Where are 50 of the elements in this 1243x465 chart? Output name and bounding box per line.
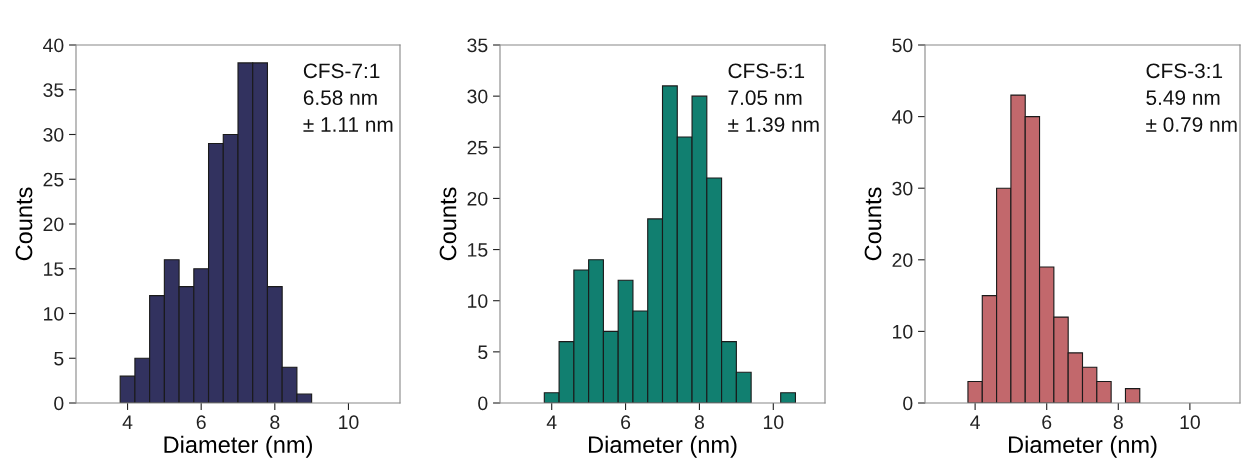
x-tick-label: 8: [270, 415, 280, 430]
x-tick-label: 4: [970, 415, 980, 429]
y-tick-label: 15: [44, 262, 64, 276]
x-axis-title: Diameter (nm): [164, 435, 312, 458]
y-tick-label: 5: [54, 351, 64, 366]
x-tick-label: 4: [122, 415, 133, 429]
x-axis-title: Diameter (nm): [589, 435, 737, 458]
y-axis-title: Counts: [439, 187, 457, 261]
y-tick-label: 15: [468, 243, 488, 257]
x-axis-title: Diameter (nm): [1009, 435, 1157, 458]
x-tick-label: 4: [546, 415, 557, 429]
annotation: CFS-7:1: [303, 63, 380, 79]
annotation: 7.05 nm: [728, 90, 802, 106]
y-tick-label: 30: [467, 89, 488, 104]
y-tick-label: 35: [43, 83, 64, 97]
x-tick-label: 6: [621, 415, 631, 430]
annotation: CFS-5:1: [728, 63, 805, 79]
annotation: CFS-3:1: [1146, 63, 1223, 79]
annotation: 6.58 nm: [303, 90, 377, 106]
y-tick-label: 0: [903, 396, 913, 411]
x-tick-label: 10: [763, 415, 784, 430]
y-tick-label: 5: [478, 345, 488, 360]
x-tick-label: 10: [1180, 415, 1200, 430]
y-axis-title: Counts: [864, 187, 882, 261]
y-tick-label: 25: [467, 140, 488, 155]
y-tick-label: 20: [467, 191, 488, 206]
x-tick-label: 8: [694, 415, 704, 430]
x-tick-label: 10: [339, 415, 359, 430]
annotation: ± 1.39 nm: [728, 117, 819, 132]
y-tick-label: 10: [44, 306, 64, 321]
y-tick-label: 30: [892, 181, 913, 196]
y-axis-title: Counts: [15, 187, 33, 261]
annotation: 5.49 nm: [1146, 90, 1220, 106]
y-tick-label: 10: [893, 324, 913, 339]
annotation: ± 0.79 nm: [1146, 117, 1237, 132]
x-tick-label: 6: [196, 415, 206, 430]
y-tick-label: 40: [43, 38, 64, 53]
y-tick-label: 20: [43, 217, 64, 232]
y-tick-label: 30: [43, 127, 64, 142]
x-tick-label: 8: [1113, 415, 1123, 430]
y-tick-label: 0: [478, 396, 488, 411]
y-tick-label: 0: [54, 396, 64, 411]
y-tick-label: 25: [43, 172, 64, 187]
annotation: ± 1.11 nm: [303, 117, 393, 132]
y-tick-label: 35: [467, 38, 488, 53]
y-tick-label: 20: [892, 253, 913, 268]
y-tick-label: 10: [468, 294, 488, 308]
y-tick-label: 40: [892, 110, 913, 124]
y-tick-label: 50: [892, 38, 913, 53]
x-tick-label: 6: [1042, 415, 1052, 430]
